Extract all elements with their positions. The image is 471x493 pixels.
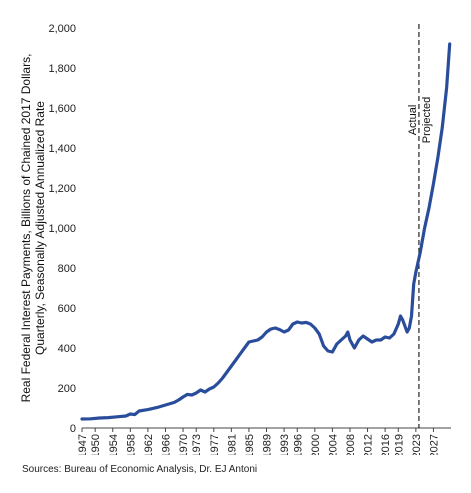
y-tick-label: 1,000: [48, 223, 76, 235]
x-axis-ticks: 1947 1950 1954 1958 1962 1966 1970 1973 1977 1981…: [77, 428, 440, 455]
y-axis-label-line2: Quarterly, Seasonally Adjusted Annualize…: [33, 101, 47, 355]
x-tick-label: 1958: [125, 434, 137, 455]
source-note: Sources: Bureau of Economic Analysis, Dr…: [22, 464, 258, 475]
x-tick-label: 1996: [292, 434, 304, 455]
x-tick-label: 1954: [108, 434, 120, 455]
y-axis-label-line1: Real Federal Interest Payments, Billions…: [19, 54, 33, 403]
x-tick-label: 2000: [310, 434, 322, 455]
y-tick-label: 1,400: [48, 143, 76, 155]
y-tick-label: 1,600: [48, 103, 76, 115]
x-tick-label: 2008: [345, 434, 357, 455]
x-tick-label: 1989: [262, 434, 274, 455]
x-tick-label: 2023: [411, 434, 423, 455]
x-tick-label: 1970: [178, 434, 190, 455]
x-tick-label: 1985: [244, 434, 256, 455]
x-tick-label: 1993: [279, 434, 291, 455]
projected-label: Projected: [421, 97, 433, 143]
y-tick-label: 600: [58, 303, 76, 315]
interest-payments-line: [80, 42, 452, 421]
y-tick-label: 200: [58, 383, 76, 395]
actual-label: Actual: [407, 105, 419, 136]
y-tick-label: 800: [58, 263, 76, 275]
x-tick-label: 2004: [327, 434, 339, 455]
x-tick-label: 1981: [226, 434, 238, 455]
x-tick-label: 1947: [77, 434, 89, 455]
x-tick-label: 1950: [90, 434, 102, 455]
line-chart: Real Federal Interest Payments, Billions…: [19, 23, 452, 455]
y-tick-label: 1,200: [48, 183, 76, 195]
y-axis-ticks: 0 200 400 600 800 1,000 1,200 1,400 1,600 1,800 2,…: [48, 23, 76, 435]
x-tick-label: 2019: [393, 434, 405, 455]
y-tick-label: 0: [70, 423, 76, 435]
x-tick-label: 1962: [143, 434, 155, 455]
x-tick-label: 2016: [380, 434, 392, 455]
x-tick-label: 1977: [209, 434, 221, 455]
y-tick-label: 1,800: [48, 63, 76, 75]
x-tick-label: 1966: [160, 434, 172, 455]
x-tick-label: 2012: [363, 434, 375, 455]
y-tick-label: 400: [58, 343, 76, 355]
y-tick-label: 2,000: [48, 23, 76, 35]
x-tick-label: 2027: [428, 434, 440, 455]
x-tick-label: 1973: [191, 434, 203, 455]
